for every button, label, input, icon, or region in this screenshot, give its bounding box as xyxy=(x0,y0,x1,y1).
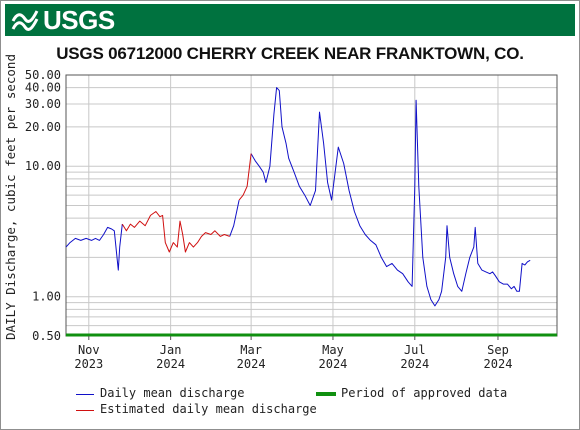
usgs-banner: USGS xyxy=(5,4,575,36)
x-tick-label-year: 2024 xyxy=(237,357,266,371)
series-line-daily xyxy=(65,224,123,271)
x-tick-label-year: 2023 xyxy=(74,357,103,371)
x-tick-label-year: 2024 xyxy=(156,357,185,371)
chart-grid xyxy=(66,74,557,336)
series-line-daily xyxy=(229,199,240,237)
usgs-wave-icon xyxy=(11,10,39,31)
legend-label-daily: Daily mean discharge xyxy=(100,386,245,400)
legend-swatch-daily xyxy=(76,394,94,395)
x-tick-label-month: May xyxy=(322,343,344,357)
y-tick-label: 0.50 xyxy=(32,329,61,343)
x-tick-label-year: 2024 xyxy=(484,357,513,371)
legend-label-estimated: Estimated daily mean discharge xyxy=(100,402,317,416)
x-tick-label-year: 2024 xyxy=(400,357,429,371)
y-tick-label: 30.00 xyxy=(25,97,61,111)
series-line-estimated xyxy=(121,211,230,253)
y-tick-label: 20.00 xyxy=(25,120,61,134)
y-tick-label: 10.00 xyxy=(25,159,61,173)
x-tick-label-month: Nov xyxy=(78,343,100,357)
x-tick-label-month: Jul xyxy=(404,343,426,357)
x-tick-label-month: Jan xyxy=(160,343,182,357)
x-tick-label-month: Mar xyxy=(240,343,262,357)
legend-swatch-approved xyxy=(316,392,336,396)
x-tick-label-month: Sep xyxy=(487,343,509,357)
x-tick-label-year: 2024 xyxy=(319,357,348,371)
usgs-logo: USGS xyxy=(11,5,115,35)
legend-label-approved: Period of approved data xyxy=(341,386,508,400)
chart-series xyxy=(65,87,557,337)
usgs-logo-text: USGS xyxy=(43,4,115,35)
y-tick-label: 40.00 xyxy=(25,81,61,95)
y-tick-label: 50.00 xyxy=(25,68,61,82)
legend-swatch-estimated xyxy=(76,410,94,411)
y-tick-label: 1.00 xyxy=(32,290,61,304)
series-line-estimated xyxy=(238,153,252,201)
chart-title: USGS 06712000 CHERRY CREEK NEAR FRANKTOW… xyxy=(56,44,524,63)
series-line-daily xyxy=(250,87,531,307)
